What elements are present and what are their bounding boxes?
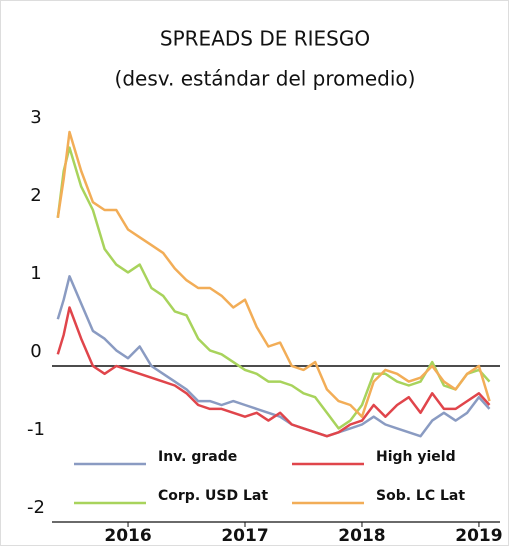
legend-label: Sob. LC Lat (376, 488, 465, 504)
x-tick-label: 2016 (104, 526, 151, 546)
y-tick-label: 1 (30, 263, 41, 284)
y-tick-label: 3 (30, 107, 41, 128)
legend-label: Corp. USD Lat (158, 488, 268, 504)
series-line (56, 275, 491, 438)
series-line (56, 146, 491, 430)
y-tick-label: 2 (30, 185, 41, 206)
series-line (56, 306, 491, 438)
chart-subtitle: (desv. estándar del promedio) (115, 67, 416, 91)
legend-label: High yield (376, 449, 456, 465)
legend-label: Inv. grade (158, 449, 237, 465)
y-tick-label: -1 (27, 419, 45, 440)
chart-title: SPREADS DE RIESGO (160, 27, 370, 51)
x-tick-label: 2018 (338, 526, 385, 546)
y-tick-label: -2 (27, 497, 45, 518)
series-line (56, 130, 491, 418)
x-tick-label: 2019 (455, 526, 502, 546)
x-tick-label: 2017 (221, 526, 268, 546)
y-tick-label: 0 (30, 341, 41, 362)
